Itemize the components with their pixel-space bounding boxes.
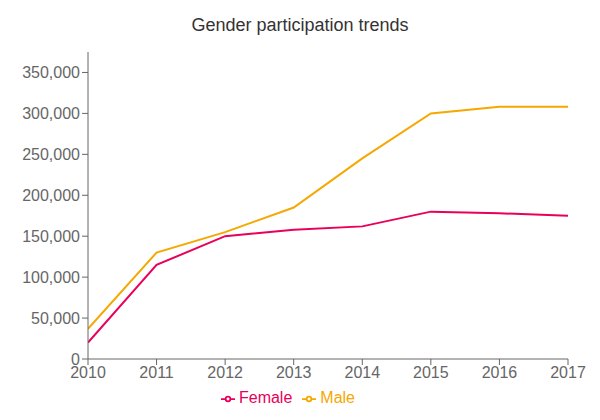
svg-text:50,000: 50,000 — [31, 310, 80, 327]
svg-text:2016: 2016 — [482, 364, 518, 381]
html-text:Male: Male — [320, 389, 355, 406]
svg-text:200,000: 200,000 — [22, 187, 80, 204]
svg-text:2011: 2011 — [139, 364, 174, 381]
svg-text:2015: 2015 — [413, 364, 449, 381]
svg-text:150,000: 150,000 — [22, 228, 80, 245]
html-text:Gender participation trends: Gender participation trends — [191, 15, 409, 35]
svg-text:0: 0 — [71, 351, 80, 368]
svg-text:2012: 2012 — [207, 364, 243, 381]
svg-text:2014: 2014 — [344, 364, 380, 381]
svg-text:350,000: 350,000 — [22, 64, 80, 81]
svg-text:100,000: 100,000 — [22, 269, 80, 286]
svg-text:2013: 2013 — [276, 364, 312, 381]
html-text:Female: Female — [239, 389, 293, 406]
svg-text:300,000: 300,000 — [22, 105, 80, 122]
svg-text:2017: 2017 — [550, 364, 586, 381]
svg-text:2010: 2010 — [70, 364, 106, 382]
svg-text:250,000: 250,000 — [22, 146, 80, 163]
